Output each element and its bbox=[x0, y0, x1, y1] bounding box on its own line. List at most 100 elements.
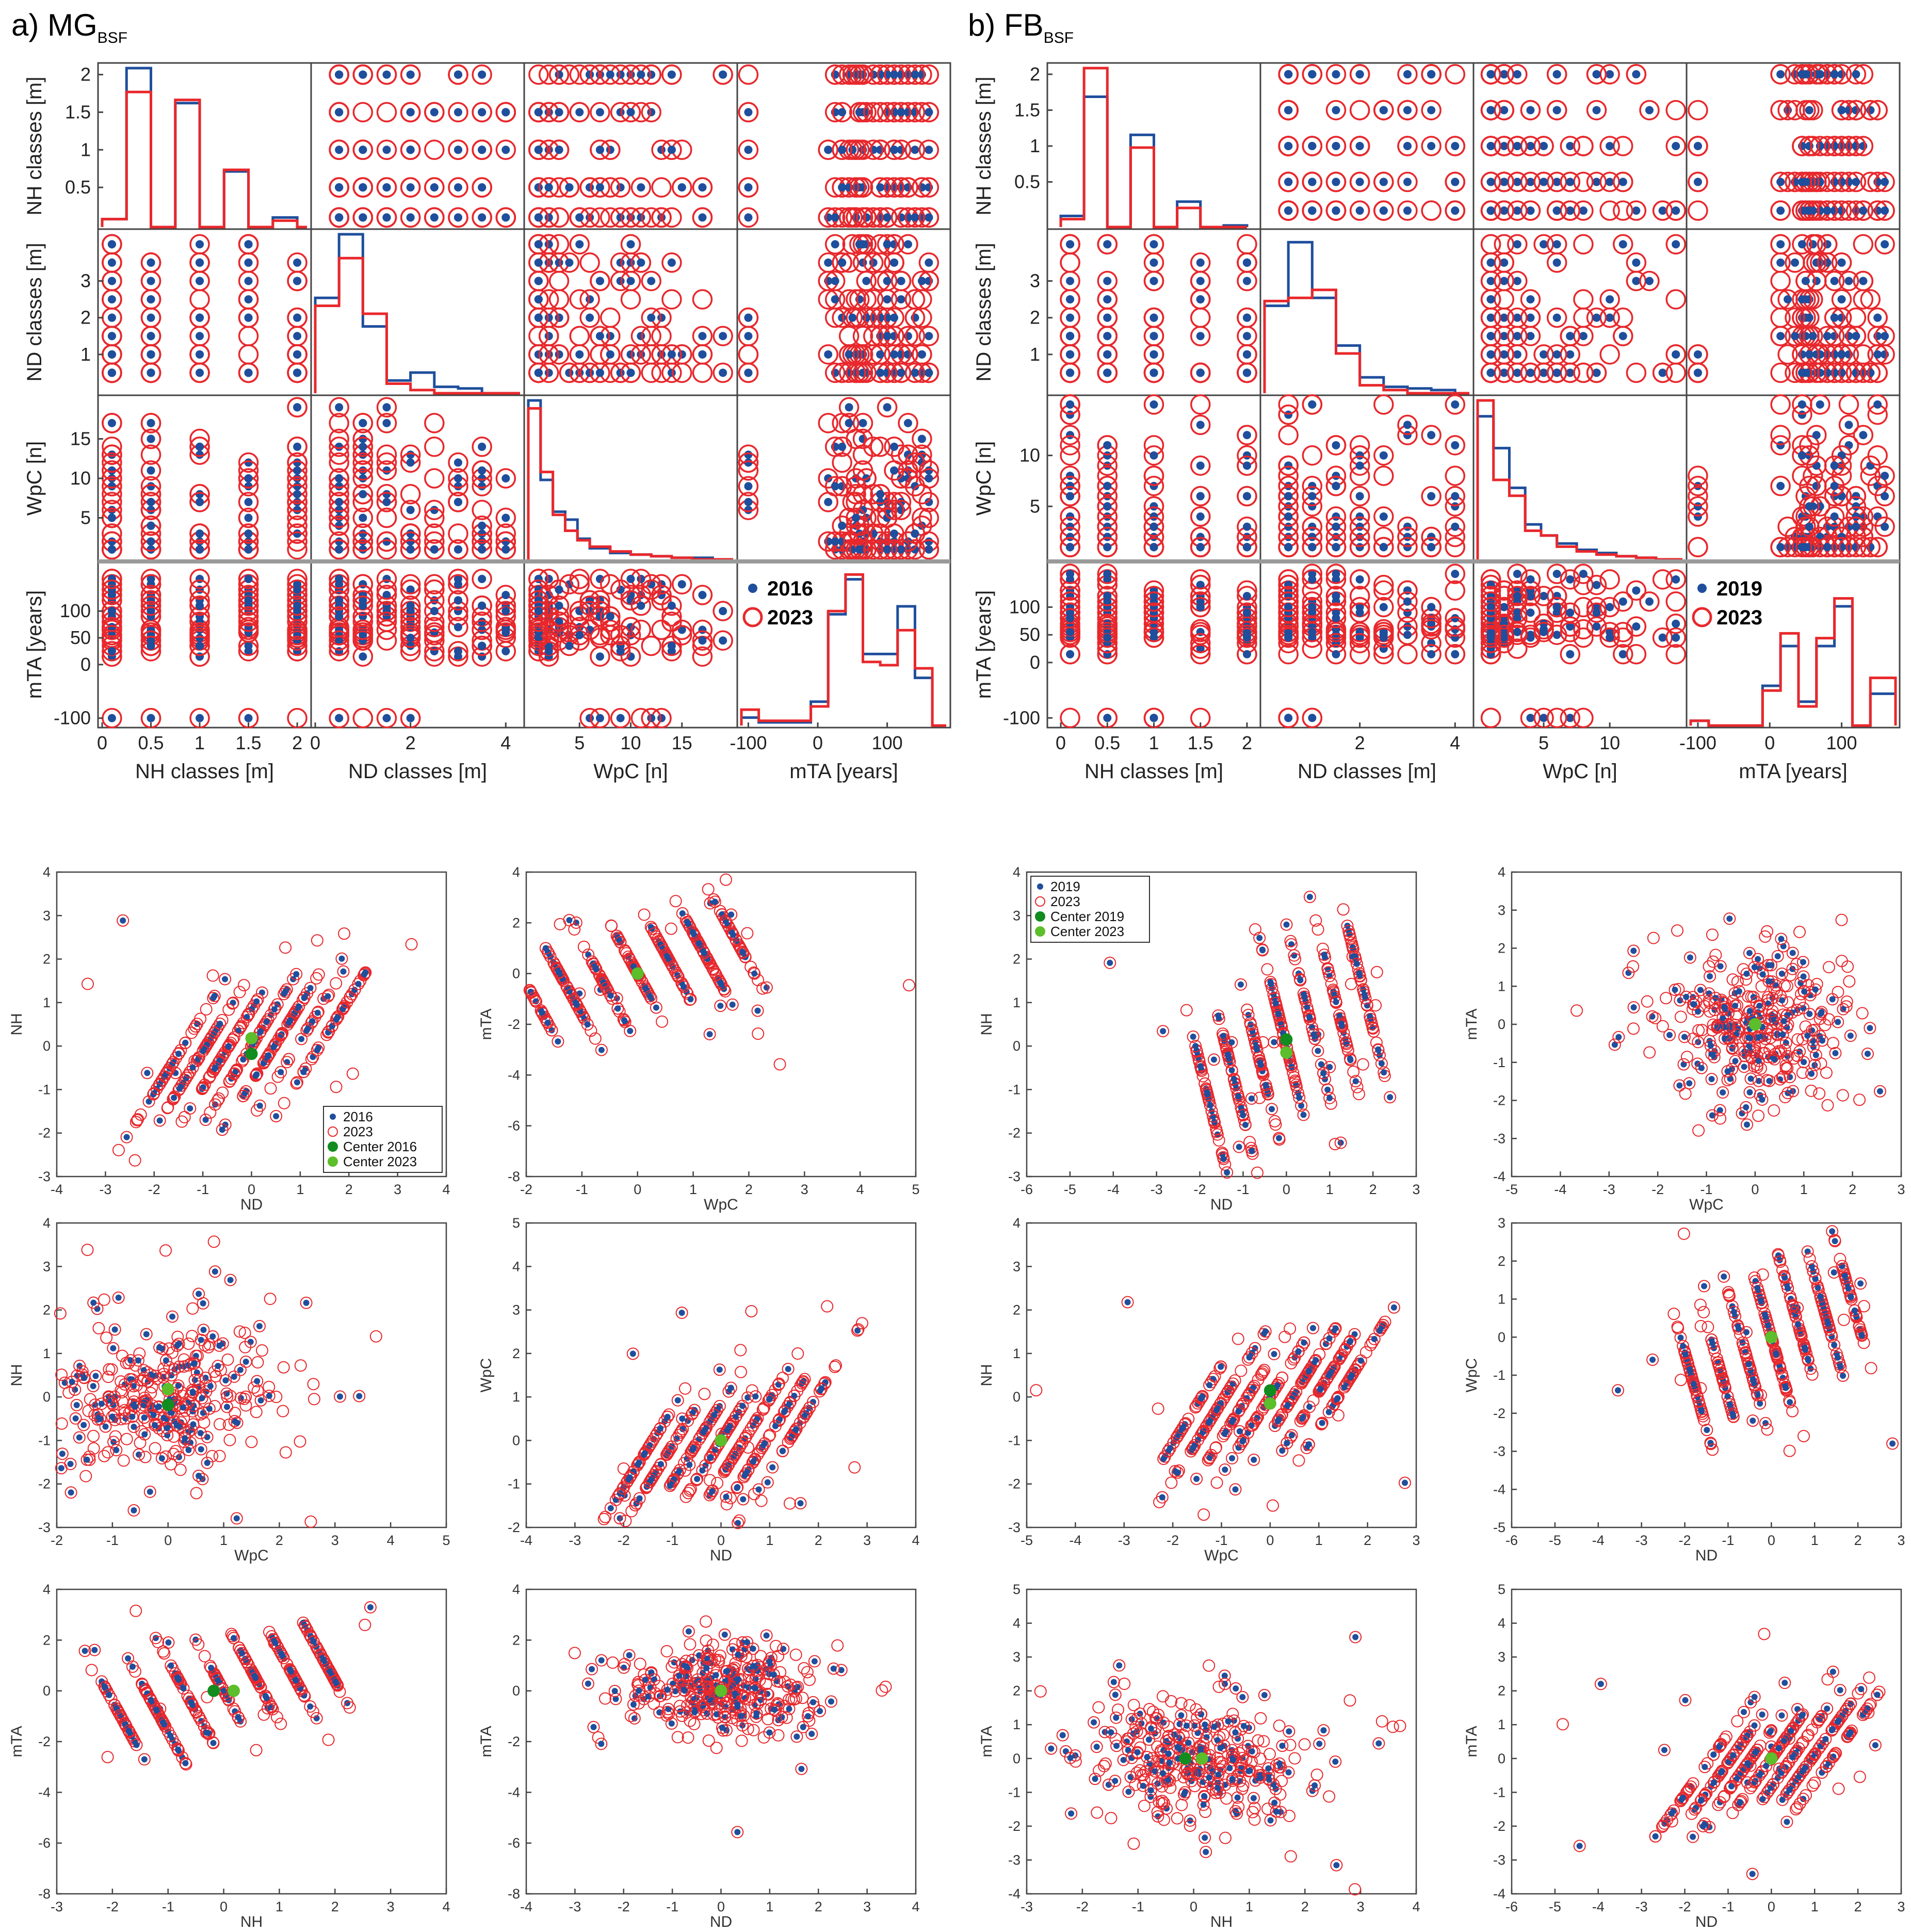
point-2019 bbox=[1606, 70, 1614, 78]
point-2019 bbox=[1242, 431, 1251, 440]
point-2023 bbox=[548, 139, 570, 160]
point-2016 bbox=[831, 537, 839, 546]
x-tick-label: 0 bbox=[310, 732, 320, 753]
point-2023 bbox=[738, 64, 759, 85]
point-2023 bbox=[376, 64, 397, 85]
x-tick-label: 1 bbox=[195, 732, 205, 753]
point-2016 bbox=[335, 213, 344, 222]
point-2016 bbox=[883, 295, 892, 304]
point-2023 bbox=[329, 177, 349, 198]
point-2016 bbox=[637, 183, 645, 192]
point-2016 bbox=[883, 545, 892, 554]
point-2019 bbox=[1427, 431, 1436, 440]
point-2019 bbox=[1837, 350, 1846, 359]
point-2019 bbox=[1552, 258, 1561, 267]
point-2016 bbox=[196, 258, 204, 267]
y-axis-label: WpC [n] bbox=[23, 441, 46, 516]
point-2019 bbox=[1332, 543, 1340, 552]
point-2016 bbox=[544, 183, 553, 192]
point-2019 bbox=[1066, 368, 1075, 377]
point-2016 bbox=[637, 70, 645, 79]
point-2016 bbox=[454, 213, 462, 222]
point-2016 bbox=[606, 332, 614, 341]
point-2023 bbox=[400, 102, 421, 123]
point-2016 bbox=[595, 70, 604, 79]
y-tick-label: 0.5 bbox=[65, 176, 91, 198]
point-2016 bbox=[382, 418, 391, 427]
point-2023 bbox=[528, 139, 549, 160]
point-2023 bbox=[641, 207, 661, 228]
point-2019 bbox=[1606, 178, 1614, 186]
point-2016 bbox=[824, 350, 833, 359]
point-2016 bbox=[719, 607, 727, 616]
point-2019 bbox=[1552, 368, 1561, 377]
point-2016 bbox=[107, 368, 116, 377]
cell-frame bbox=[523, 62, 738, 230]
point-2019 bbox=[1859, 277, 1868, 285]
point-2016 bbox=[859, 258, 867, 267]
point-2019 bbox=[1672, 206, 1680, 215]
point-2016 bbox=[478, 521, 487, 530]
point-2019 bbox=[1830, 512, 1839, 521]
point-2016 bbox=[647, 313, 656, 322]
point-2023 bbox=[863, 139, 884, 160]
point-2019 bbox=[1830, 70, 1839, 78]
point-2023 bbox=[448, 64, 468, 85]
point-2016 bbox=[855, 183, 864, 192]
point-2019 bbox=[1500, 142, 1509, 150]
point-2016 bbox=[626, 350, 635, 359]
point-2019 bbox=[1606, 295, 1614, 304]
y-axis-label: ND classes [m] bbox=[23, 243, 46, 382]
point-2016 bbox=[534, 108, 543, 117]
point-2023 bbox=[548, 64, 570, 85]
point-2016 bbox=[293, 258, 302, 267]
panel-a-title: a) MGBSF bbox=[11, 8, 128, 46]
point-2016 bbox=[196, 641, 204, 650]
legend-label-2016: 2016 bbox=[767, 577, 813, 600]
point-2016 bbox=[382, 574, 391, 583]
point-2023 bbox=[824, 207, 846, 228]
point-2019 bbox=[1355, 206, 1364, 215]
point-2019 bbox=[1308, 492, 1317, 501]
point-2016 bbox=[911, 213, 919, 222]
point-2016 bbox=[911, 146, 919, 154]
y-tick-label: 3 bbox=[1030, 270, 1040, 292]
point-2023 bbox=[863, 207, 884, 228]
point-2016 bbox=[917, 277, 926, 285]
point-2016 bbox=[196, 332, 204, 341]
point-2019 bbox=[1355, 70, 1364, 78]
point-2023 bbox=[824, 64, 846, 85]
point-2019 bbox=[1830, 277, 1839, 285]
point-2016 bbox=[838, 146, 847, 154]
y-tick-label: 1 bbox=[80, 139, 91, 160]
point-2019 bbox=[1066, 295, 1075, 304]
point-2016 bbox=[555, 350, 563, 359]
point-2016 bbox=[534, 596, 543, 605]
point-2016 bbox=[107, 545, 116, 554]
point-2019 bbox=[1526, 368, 1535, 377]
point-2016 bbox=[637, 332, 645, 341]
point-2016 bbox=[862, 277, 871, 285]
point-2016 bbox=[406, 714, 415, 722]
point-2016 bbox=[335, 574, 344, 583]
point-2019 bbox=[1066, 492, 1075, 501]
point-2016 bbox=[454, 545, 462, 554]
point-2016 bbox=[744, 146, 753, 154]
y-tick-label: -100 bbox=[54, 707, 91, 729]
point-2019 bbox=[1284, 178, 1293, 186]
point-2019 bbox=[1196, 332, 1205, 341]
point-2019 bbox=[1881, 332, 1889, 341]
point-2019 bbox=[1066, 400, 1075, 409]
point-2016 bbox=[744, 183, 753, 192]
point-2019 bbox=[1776, 332, 1785, 341]
point-2019 bbox=[1242, 461, 1251, 470]
point-2016 bbox=[698, 636, 707, 645]
point-2016 bbox=[698, 350, 707, 359]
matrix-cell-NH-vs-ND bbox=[1259, 62, 1475, 230]
point-2019 bbox=[1149, 258, 1158, 267]
point-2023 bbox=[818, 139, 838, 160]
point-2016 bbox=[606, 146, 614, 154]
point-2019 bbox=[1859, 206, 1868, 215]
